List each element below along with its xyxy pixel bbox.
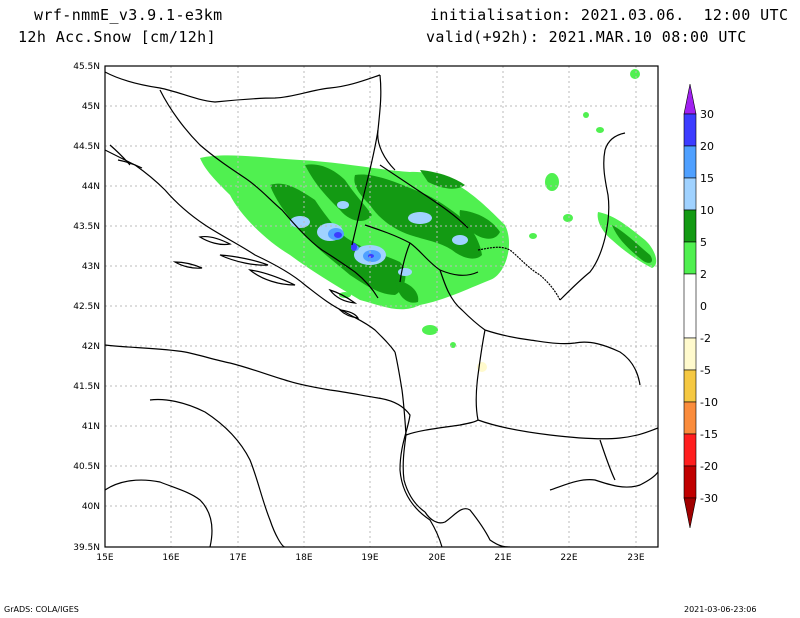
colorbar-label: 30 <box>700 108 714 121</box>
footer-credit: GrADS: COLA/IGES <box>4 605 79 614</box>
lon-label: 23E <box>627 553 644 563</box>
colorbar-segment <box>683 145 697 179</box>
colorbar-label: -30 <box>700 492 718 505</box>
colorbar-label: -15 <box>700 428 718 441</box>
lat-label: 43.5N <box>73 222 100 232</box>
lon-label: 17E <box>229 553 246 563</box>
lon-label: 22E <box>560 553 577 563</box>
lon-label: 15E <box>96 553 113 563</box>
colorbar-segment <box>683 113 697 147</box>
colorbar-label: -5 <box>700 364 711 377</box>
lat-label: 45N <box>82 102 100 112</box>
colorbar-bottom-arrow <box>683 497 697 529</box>
valid-time: valid(+92h): 2021.MAR.10 08:00 UTC <box>426 28 747 46</box>
map-frame <box>104 65 659 548</box>
lat-label: 42.5N <box>73 302 100 312</box>
coastlines-borders <box>105 71 658 547</box>
colorbar-top-arrow <box>683 83 697 115</box>
colorbar-segment <box>683 369 697 403</box>
lat-label: 41.5N <box>73 382 100 392</box>
snow-field <box>200 69 657 372</box>
lat-label: 43N <box>82 262 100 272</box>
colorbar-label: 10 <box>700 204 714 217</box>
colorbar-segment <box>683 465 697 499</box>
longitude-ticks: 15E 16E 17E 18E 19E 20E 21E 22E 23E <box>96 553 644 563</box>
lon-label: 21E <box>494 553 511 563</box>
latitude-ticks: 45.5N 45N 44.5N 44N 43.5N 43N 42.5N 42N … <box>73 62 100 553</box>
lon-label: 20E <box>428 553 445 563</box>
colorbar: 30 20 15 10 5 2 0 -2 -5 -10 -15 -20 -30 <box>683 83 718 529</box>
colorbar-label: 0 <box>700 300 707 313</box>
field-title: 12h Acc.Snow [cm/12h] <box>18 28 217 46</box>
lon-label: 16E <box>162 553 179 563</box>
model-name: wrf-nmmE_v3.9.1-e3km <box>34 6 223 24</box>
colorbar-segment <box>683 241 697 275</box>
lat-label: 40.5N <box>73 462 100 472</box>
grid <box>105 66 658 547</box>
colorbar-label: 15 <box>700 172 714 185</box>
lon-label: 18E <box>295 553 312 563</box>
colorbar-segment <box>683 433 697 467</box>
colorbar-label: 2 <box>700 268 707 281</box>
footer-timestamp: 2021-03-06-23:06 <box>684 605 757 614</box>
colorbar-label: -2 <box>700 332 711 345</box>
init-time: initialisation: 2021.03.06. 12:00 UTC <box>430 6 789 24</box>
lat-label: 44N <box>82 182 100 192</box>
lon-label: 19E <box>361 553 378 563</box>
lat-label: 39.5N <box>73 543 100 553</box>
colorbar-segment <box>683 337 697 371</box>
colorbar-label: 20 <box>700 140 714 153</box>
lat-label: 45.5N <box>73 62 100 72</box>
lat-label: 41N <box>82 422 100 432</box>
colorbar-segment <box>683 401 697 435</box>
colorbar-label: -20 <box>700 460 718 473</box>
colorbar-segment <box>683 273 697 339</box>
colorbar-label: 5 <box>700 236 707 249</box>
colorbar-segment <box>683 177 697 211</box>
colorbar-label: -10 <box>700 396 718 409</box>
lat-label: 42N <box>82 342 100 352</box>
colorbar-segment <box>683 209 697 243</box>
lat-label: 40N <box>82 502 100 512</box>
lat-label: 44.5N <box>73 142 100 152</box>
